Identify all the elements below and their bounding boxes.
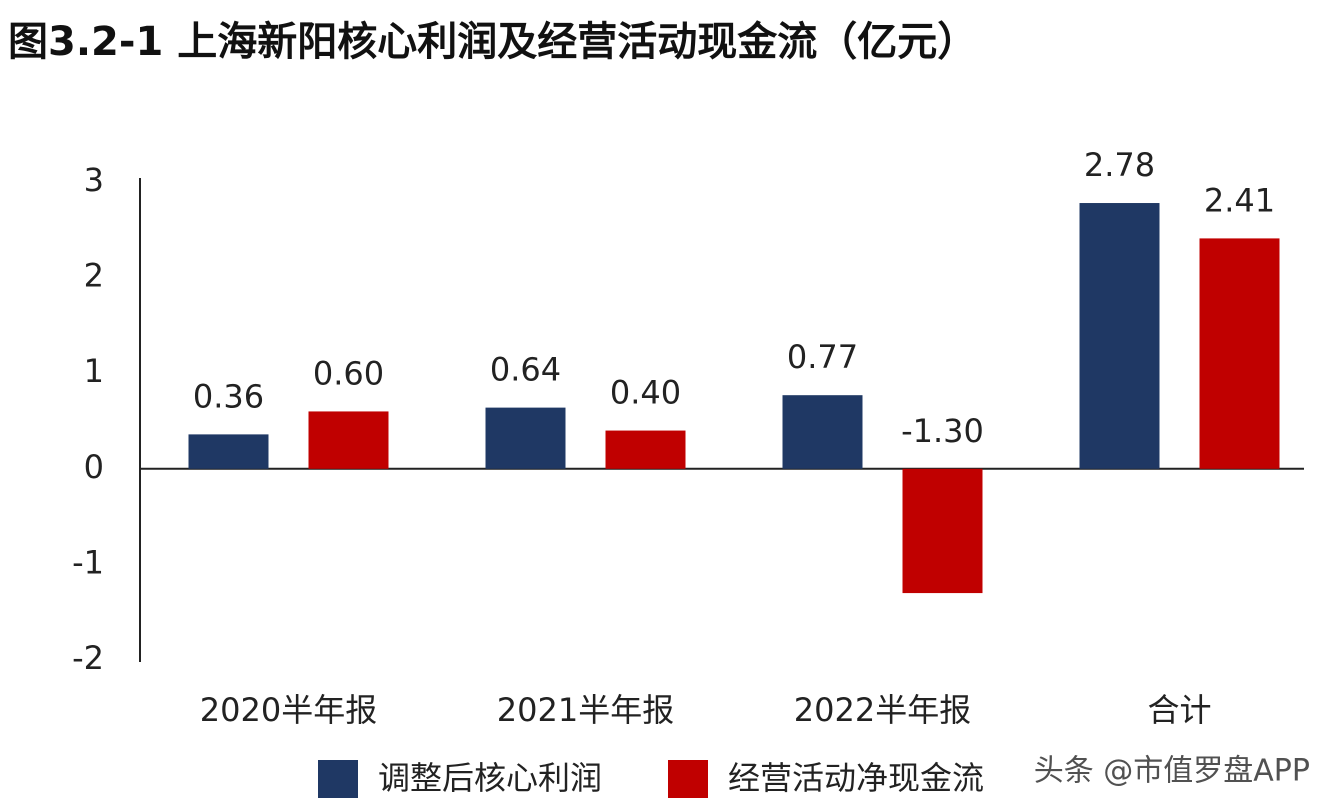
bar bbox=[782, 395, 863, 469]
watermark: 头条 @市值罗盘APP bbox=[1034, 754, 1310, 789]
x-tick-label: 合计 bbox=[1147, 691, 1211, 729]
legend-swatch bbox=[668, 760, 708, 798]
legend-swatch bbox=[318, 760, 358, 798]
y-tick-label: 0 bbox=[84, 448, 104, 486]
bar bbox=[605, 430, 686, 469]
value-label: -1.30 bbox=[901, 412, 984, 450]
y-tick-label: -1 bbox=[72, 543, 104, 581]
y-tick-label: 2 bbox=[84, 257, 104, 295]
y-tick-label: 3 bbox=[84, 161, 104, 199]
bar bbox=[188, 434, 269, 469]
value-label: 0.60 bbox=[313, 354, 384, 392]
bar bbox=[1079, 203, 1160, 469]
x-tick-label: 2020半年报 bbox=[200, 691, 377, 729]
legend-label: 经营活动净现金流 bbox=[728, 759, 984, 797]
value-label: 0.36 bbox=[193, 377, 264, 415]
value-label: 0.77 bbox=[787, 338, 858, 376]
value-label: 0.40 bbox=[610, 374, 681, 412]
x-tick-label: 2022半年报 bbox=[794, 691, 971, 729]
bar bbox=[1199, 238, 1280, 469]
legend-label: 调整后核心利润 bbox=[378, 759, 602, 797]
bar bbox=[485, 407, 566, 469]
chart-title: 图3.2-1 上海新阳核心利润及经营活动现金流（亿元） bbox=[8, 19, 977, 65]
x-tick-label: 2021半年报 bbox=[497, 691, 674, 729]
value-label: 2.78 bbox=[1084, 146, 1155, 184]
value-label: 2.41 bbox=[1204, 181, 1275, 219]
value-label: 0.64 bbox=[490, 351, 561, 389]
y-tick-label: -2 bbox=[72, 639, 104, 677]
bar bbox=[308, 411, 389, 469]
y-tick-label: 1 bbox=[84, 352, 104, 390]
bar bbox=[902, 468, 983, 594]
